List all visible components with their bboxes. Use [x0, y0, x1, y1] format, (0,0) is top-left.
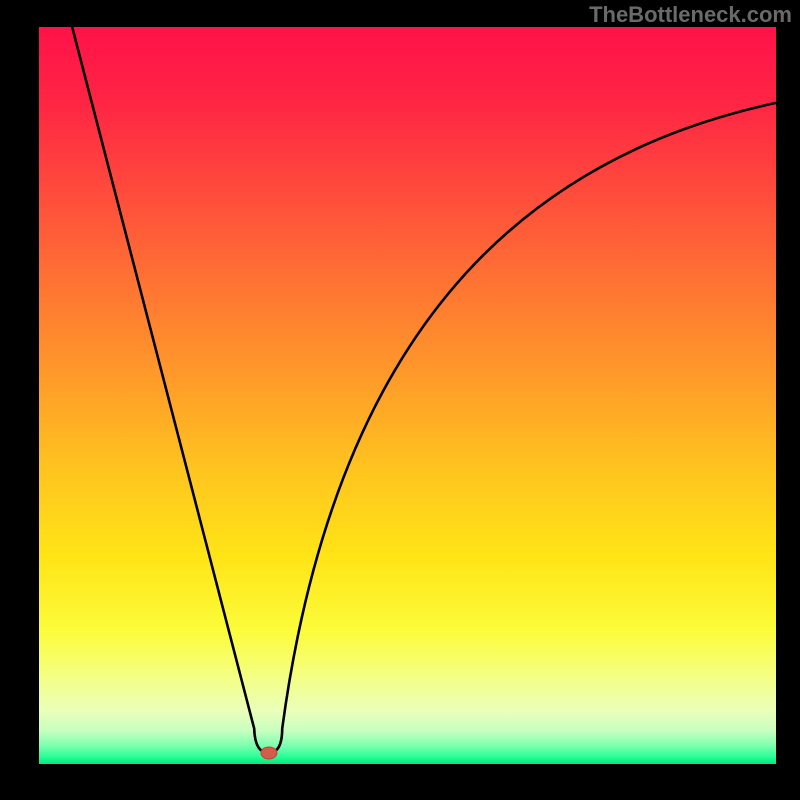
chart-container: TheBottleneck.com [0, 0, 800, 800]
watermark-text: TheBottleneck.com [589, 2, 792, 28]
optimum-marker [261, 747, 277, 759]
chart-svg [0, 0, 800, 800]
